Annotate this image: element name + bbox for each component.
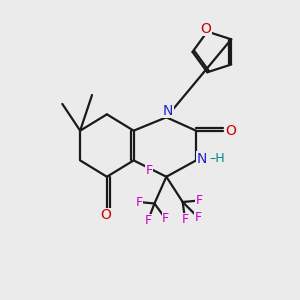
Text: –H: –H [209,152,225,165]
Text: F: F [196,194,202,207]
Text: F: F [182,213,189,226]
Text: O: O [100,208,111,222]
Text: F: F [144,214,152,227]
Text: F: F [135,196,142,208]
Text: F: F [162,212,169,226]
Text: F: F [195,211,202,224]
Text: F: F [146,164,153,177]
Text: O: O [200,22,211,36]
Text: N: N [163,104,173,118]
Text: N: N [196,152,207,166]
Text: O: O [226,124,237,138]
